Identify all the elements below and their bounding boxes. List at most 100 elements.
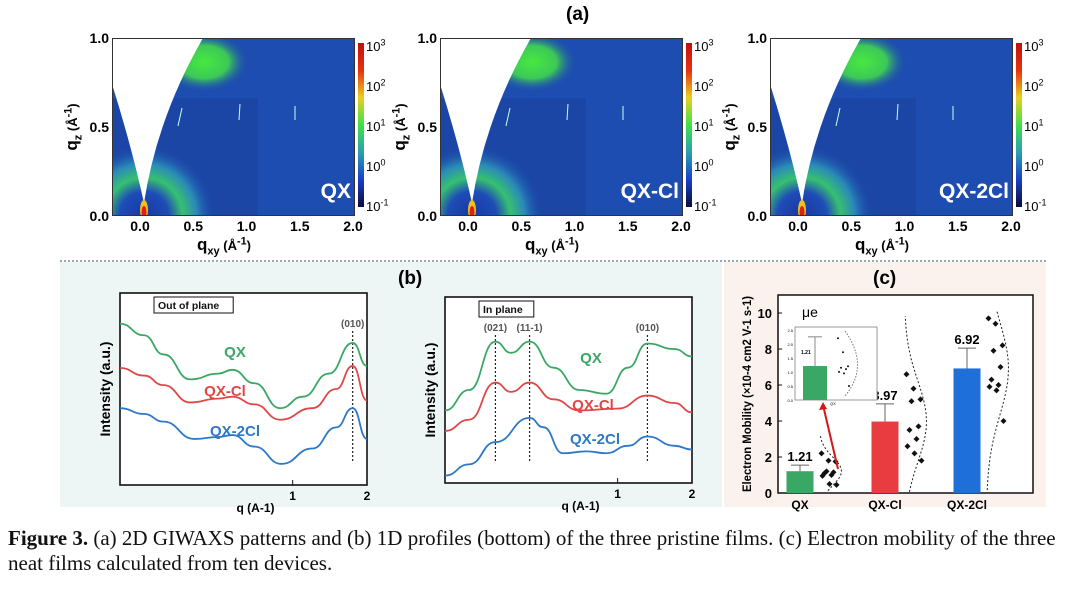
series-label: QX-2Cl: [570, 431, 620, 448]
series-label: QX-Cl: [572, 397, 614, 414]
data-point: [904, 443, 911, 450]
y-tick-label: 10: [758, 306, 772, 321]
data-point: [992, 320, 999, 327]
y-tick-label: 0.0: [747, 208, 767, 224]
category-label: QX-Cl: [868, 498, 901, 512]
peak-label: (021): [484, 323, 507, 334]
panel-b-label: (b): [398, 268, 423, 289]
beam-spot: [141, 206, 147, 216]
y-tick-label: 0.5: [417, 119, 437, 135]
x-tick-label: 1.0: [236, 218, 257, 234]
subtitle-box: [153, 296, 234, 314]
x-tick-label: 2: [364, 489, 371, 503]
giwaxs-pattern: [770, 38, 1013, 216]
colorbar-tick-label: 102: [366, 77, 386, 94]
peak-label: (11-1): [517, 323, 543, 334]
data-point: [908, 398, 915, 405]
bar-value-label: 1.21: [787, 449, 812, 464]
bar-value-label: 3.97: [872, 388, 897, 403]
peak-label: (010): [636, 323, 659, 334]
detector-gap: [835, 107, 841, 127]
plot-frame: [119, 292, 368, 486]
sample-label: QX: [320, 180, 351, 203]
panel-a-label: (a): [566, 4, 590, 25]
y-tick-label: 6: [765, 378, 772, 393]
inset-bar: [803, 366, 827, 400]
x-tick-label: 2: [689, 487, 696, 501]
x-tick-label: 0.0: [458, 218, 478, 234]
figure-caption: Figure 3. (a) 2D GIWAXS patterns and (b)…: [8, 526, 1063, 576]
inset-category-label: QX: [830, 401, 836, 406]
caption-text: (a) 2D GIWAXS patterns and (b) 1D profil…: [8, 526, 1056, 575]
data-point: [990, 347, 997, 354]
inset-data-point: [843, 372, 845, 375]
series-label: QX-Cl: [204, 383, 246, 400]
x-tick-label: 2.0: [343, 218, 363, 234]
data-point: [911, 450, 918, 457]
x-tick-label: 0.5: [183, 218, 203, 234]
data-point: [995, 382, 1002, 388]
mobility-bar-qx: [786, 471, 814, 493]
y-tick-label: 4: [765, 414, 773, 429]
x-axis-label: qxy (Å-1): [855, 235, 909, 258]
colorbar-tick-label: 103: [366, 37, 386, 54]
missing-wedge: [440, 38, 531, 203]
colorbar-tick-label: 102: [694, 77, 714, 94]
x-tick-label: 1.0: [894, 218, 915, 234]
x-axis-label: qxy (Å-1): [525, 235, 579, 258]
series-label: QX: [224, 344, 246, 361]
giwaxs-pattern: [440, 38, 683, 216]
x-tick-label: 0.0: [130, 218, 150, 234]
x-tick-label: 1.0: [564, 218, 585, 234]
section-divider: [60, 260, 1046, 262]
x-tick-label: 0.0: [788, 218, 808, 234]
data-point: [828, 472, 835, 478]
data-point: [988, 376, 995, 383]
y-tick-label: 2: [765, 450, 772, 465]
y-tick-label: 0.5: [747, 119, 767, 135]
beam-spot: [799, 206, 805, 216]
colorbar-tick-label: 101: [366, 117, 386, 134]
x-axis-label: qxy (Å-1): [197, 235, 251, 258]
colorbar-tick-label: 101: [1024, 117, 1044, 134]
colorbar-tick-label: 103: [1024, 37, 1044, 54]
colorbar-tick-label: 100: [1024, 157, 1044, 174]
detector-gap: [566, 103, 569, 121]
plot-frame: [440, 38, 683, 216]
colorbar-tick-label: 100: [366, 157, 386, 174]
x-tick-label: 2.0: [671, 218, 691, 234]
legend-mu-e: μe: [802, 304, 818, 320]
missing-wedge: [770, 38, 861, 203]
data-point: [913, 436, 920, 442]
colorbar-tick-label: 10-1: [1024, 197, 1047, 214]
data-point: [993, 387, 1000, 394]
profile-line-qx: [119, 322, 368, 410]
missing-wedge: [112, 38, 203, 203]
detector-gap: [896, 103, 899, 121]
data-point: [825, 457, 832, 464]
giwaxs-pattern: [112, 38, 355, 216]
data-point: [819, 472, 826, 479]
sample-label: QX-2Cl: [938, 180, 1009, 203]
y-axis-label: Intensity (a.u.): [422, 343, 438, 438]
peak-label: (010): [341, 319, 364, 330]
y-tick-label: 1.0: [747, 30, 767, 46]
detector-gap: [505, 107, 511, 127]
category-label: QX: [791, 498, 808, 512]
x-tick-label: 1.5: [948, 218, 968, 234]
colorbar: [686, 43, 692, 207]
inset-data-point: [837, 337, 839, 340]
data-point: [906, 427, 913, 433]
inset-tick-label: 0.5: [787, 384, 793, 389]
y-axis-label: Electron Mobility (×10-4 cm2 V-1 s-1): [740, 296, 754, 492]
y-tick-label: 0.5: [89, 119, 109, 135]
category-label: QX-2Cl: [947, 498, 987, 512]
inset-tick-label: 0.0: [787, 398, 793, 403]
data-point: [917, 396, 924, 403]
colorbar-tick-label: 100: [694, 157, 714, 174]
x-tick-label: 0.5: [841, 218, 861, 234]
series-label: QX-2Cl: [210, 423, 260, 440]
data-point: [818, 450, 825, 457]
inset-tick-label: 2.5: [787, 328, 793, 333]
panel-c-label: (c): [873, 268, 897, 289]
